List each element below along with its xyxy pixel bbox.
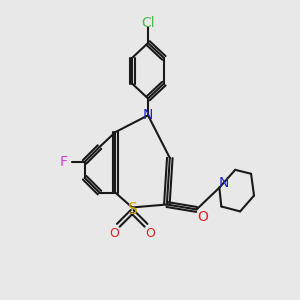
Text: O: O	[197, 210, 208, 224]
Text: Cl: Cl	[141, 16, 155, 30]
Text: O: O	[110, 227, 119, 240]
Text: S: S	[128, 202, 138, 217]
Text: O: O	[145, 227, 155, 240]
Text: F: F	[60, 155, 68, 169]
Text: N: N	[218, 176, 229, 190]
Text: N: N	[143, 108, 153, 122]
